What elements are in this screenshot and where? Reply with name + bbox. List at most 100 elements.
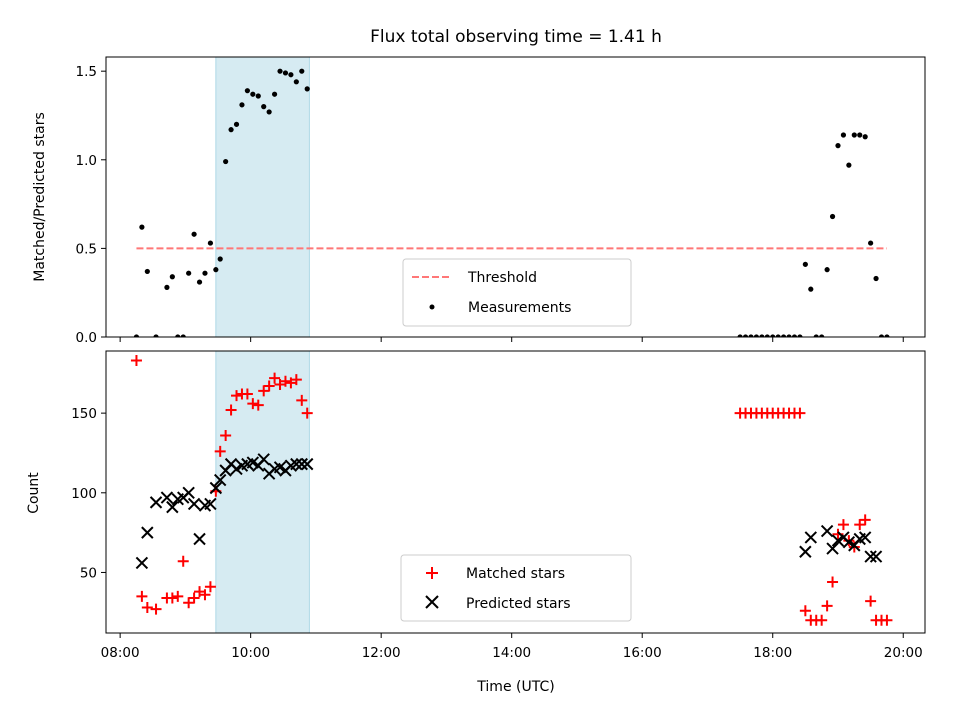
predicted-star-point: [209, 481, 223, 495]
measurement-point: [791, 334, 798, 337]
matched-star-point: [177, 555, 189, 567]
matched-star-point: [865, 595, 877, 607]
measurement-point: [164, 284, 170, 290]
matched-star-point: [183, 597, 195, 609]
matched-star-point: [832, 528, 844, 540]
legend-measurements-label: Measurements: [468, 300, 571, 316]
measurement-point: [139, 224, 145, 230]
measurement-point: [144, 268, 150, 275]
measurement-point: [775, 334, 781, 337]
measurement-point: [239, 102, 245, 108]
measurement-point: [748, 334, 754, 337]
measurement-point: [868, 240, 874, 246]
legend-predicted-swatch: [425, 595, 439, 609]
measurement-point: [829, 213, 836, 220]
predicted-star-point: [290, 457, 303, 471]
measurement-point: [277, 68, 283, 74]
measurement-point: [819, 334, 825, 337]
top-y-tick-label-0: 0.0: [76, 330, 97, 346]
matched-star-point: [130, 355, 142, 367]
measurement-point: [186, 270, 192, 276]
legend-threshold-label: Threshold: [467, 270, 537, 286]
predicted-star-point: [820, 524, 834, 538]
chart-title: Flux total observing time = 1.41 h: [370, 27, 662, 47]
predicted-star-point: [213, 473, 227, 487]
x-tick-label-5: 18:00: [753, 645, 792, 661]
x-tick-label-3: 14:00: [492, 645, 531, 661]
measurement-point: [255, 93, 261, 99]
measurement-point: [797, 334, 803, 337]
x-tick-label-1: 10:00: [231, 645, 270, 661]
matched-star-point: [204, 581, 216, 593]
matched-star-point: [269, 372, 281, 384]
predicted-star-point: [135, 556, 149, 570]
matched-star-point: [296, 394, 308, 406]
matched-star-point: [301, 407, 313, 419]
predicted-star-point: [826, 542, 839, 555]
predicted-star-point: [804, 531, 818, 544]
matched-star-point: [199, 589, 211, 601]
bottom-axes-frame: [105, 350, 926, 634]
matched-stars-points: [130, 355, 893, 626]
measurement-point: [878, 334, 885, 337]
bottom-legend: Matched stars Predicted stars: [400, 554, 632, 622]
measurement-point: [764, 334, 770, 337]
matched-star-point: [172, 590, 184, 602]
matched-star-point: [290, 374, 302, 386]
measurement-point: [742, 334, 749, 337]
measurement-point: [753, 334, 760, 337]
measurement-point: [169, 274, 175, 280]
measurement-point: [175, 334, 181, 337]
bottom-panel: 08:00 10:00 12:00 14:00 16:00 18:00 20:00 50 100…: [26, 350, 926, 695]
matched-star-point: [241, 388, 253, 400]
matched-star-point: [214, 445, 226, 457]
x-tick-label-0: 08:00: [101, 645, 140, 661]
bottom-y-axis-label: Count: [26, 472, 42, 514]
bottom-y-tick-label-0: 50: [80, 565, 97, 581]
measurement-point: [266, 109, 272, 115]
predicted-star-point: [187, 497, 201, 511]
measurement-point: [133, 334, 140, 337]
measurement-point: [808, 286, 814, 292]
matched-star-point: [279, 375, 291, 387]
predicted-star-point: [182, 486, 195, 500]
top-axis-ticks: 0.0 0.5 1.0 1.5: [76, 64, 904, 346]
top-legend-box: [402, 258, 632, 327]
measurement-point: [813, 334, 819, 337]
predicted-star-point: [858, 531, 872, 544]
x-tick-label-4: 16:00: [623, 645, 662, 661]
measurement-point: [873, 275, 879, 282]
matched-star-point: [188, 592, 200, 604]
top-axes-frame: [105, 56, 926, 338]
predicted-star-point: [141, 526, 154, 539]
measurement-point: [304, 86, 310, 92]
legend-matched-label: Matched stars: [466, 566, 565, 582]
legend-matched-swatch: [426, 567, 438, 579]
bottom-highlight-span: [215, 350, 310, 634]
matched-star-point: [821, 600, 833, 612]
top-y-axis-label: Matched/Predicted stars: [32, 112, 48, 282]
x-tick-label-6: 20:00: [884, 645, 923, 661]
measurement-point: [207, 240, 214, 246]
matched-star-point: [794, 407, 806, 419]
predicted-star-point: [301, 457, 314, 471]
measurement-point: [228, 127, 234, 133]
bottom-axis-ticks: 08:00 10:00 12:00 14:00 16:00 18:00 20:00 50 100…: [71, 406, 922, 661]
matched-star-point: [252, 399, 264, 411]
measurement-point: [244, 88, 250, 94]
top-y-tick-label-1: 0.5: [76, 241, 97, 257]
measurement-point: [770, 334, 776, 337]
predicted-star-point: [295, 457, 308, 471]
measurement-point: [781, 334, 787, 337]
legend-predicted-label: Predicted stars: [466, 596, 571, 612]
measurement-point: [223, 158, 229, 165]
measurement-point: [824, 267, 830, 273]
predicted-star-point: [160, 491, 174, 504]
matched-star-point: [859, 514, 871, 526]
matched-star-point: [136, 590, 148, 602]
bottom-y-tick-label-1: 100: [71, 486, 97, 502]
matched-star-point: [799, 605, 811, 617]
measurement-point: [213, 267, 219, 273]
matched-star-point: [141, 602, 153, 614]
top-y-tick-label-3: 1.5: [76, 64, 97, 80]
